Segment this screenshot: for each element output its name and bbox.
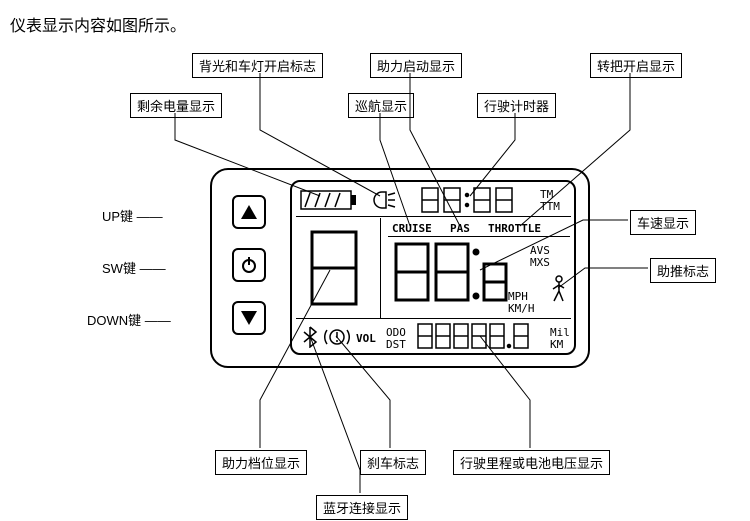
callout-bluetooth: 蓝牙连接显示 [316,495,408,520]
down-button[interactable] [232,301,266,335]
callout-backlight: 背光和车灯开启标志 [192,53,323,78]
callout-walk-assist: 助推标志 [650,258,716,283]
lcd-ttm: TTM [540,200,560,213]
lcd-underline [388,236,570,237]
timer-digits [420,186,540,214]
up-button[interactable] [232,195,266,229]
brake-icon [324,326,350,348]
gear-digit [306,228,364,308]
callout-throttle-on: 转把开启显示 [590,53,682,78]
lcd-cruise: CRUISE [392,222,432,235]
callout-brake: 刹车标志 [360,450,426,475]
odo-digits [416,322,546,350]
callout-gear: 助力档位显示 [215,450,307,475]
lcd-divider-v [380,218,381,318]
label-down-key: DOWN键 —— [87,310,171,329]
lcd-mxs: MXS [530,256,550,269]
callout-speed: 车速显示 [630,210,696,235]
label-sw-key: SW键 —— [102,258,166,277]
callout-assist-on: 助力启动显示 [370,53,462,78]
triangle-up-icon [240,204,258,220]
lcd-pas: PAS [450,222,470,235]
label-up-key: UP键 —— [102,206,163,225]
lcd-kmh: KM/H [508,302,535,315]
page-title: 仪表显示内容如图所示。 [10,12,186,36]
walk-icon [548,275,568,303]
bluetooth-icon [302,326,318,348]
power-icon [240,256,258,274]
sw-button[interactable] [232,248,266,282]
callout-battery: 剩余电量显示 [130,93,222,118]
lcd-dst: DST [386,338,406,351]
lcd-throttle: THROTTLE [488,222,541,235]
lcd-divider-1 [296,216,571,217]
triangle-down-icon [240,310,258,326]
lcd-divider-2 [296,318,571,319]
callout-timer: 行驶计时器 [477,93,556,118]
lcd-km: KM [550,338,563,351]
battery-icon [300,190,358,210]
callout-odo: 行驶里程或电池电压显示 [453,450,610,475]
speed-digits [392,240,522,306]
headlight-icon [370,190,396,210]
lcd-vol: VOL [356,332,376,345]
callout-cruise: 巡航显示 [348,93,414,118]
